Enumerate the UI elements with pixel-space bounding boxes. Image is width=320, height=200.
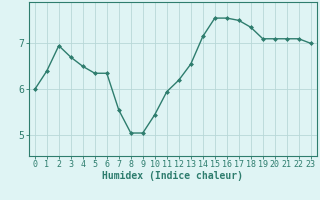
X-axis label: Humidex (Indice chaleur): Humidex (Indice chaleur)	[102, 171, 243, 181]
